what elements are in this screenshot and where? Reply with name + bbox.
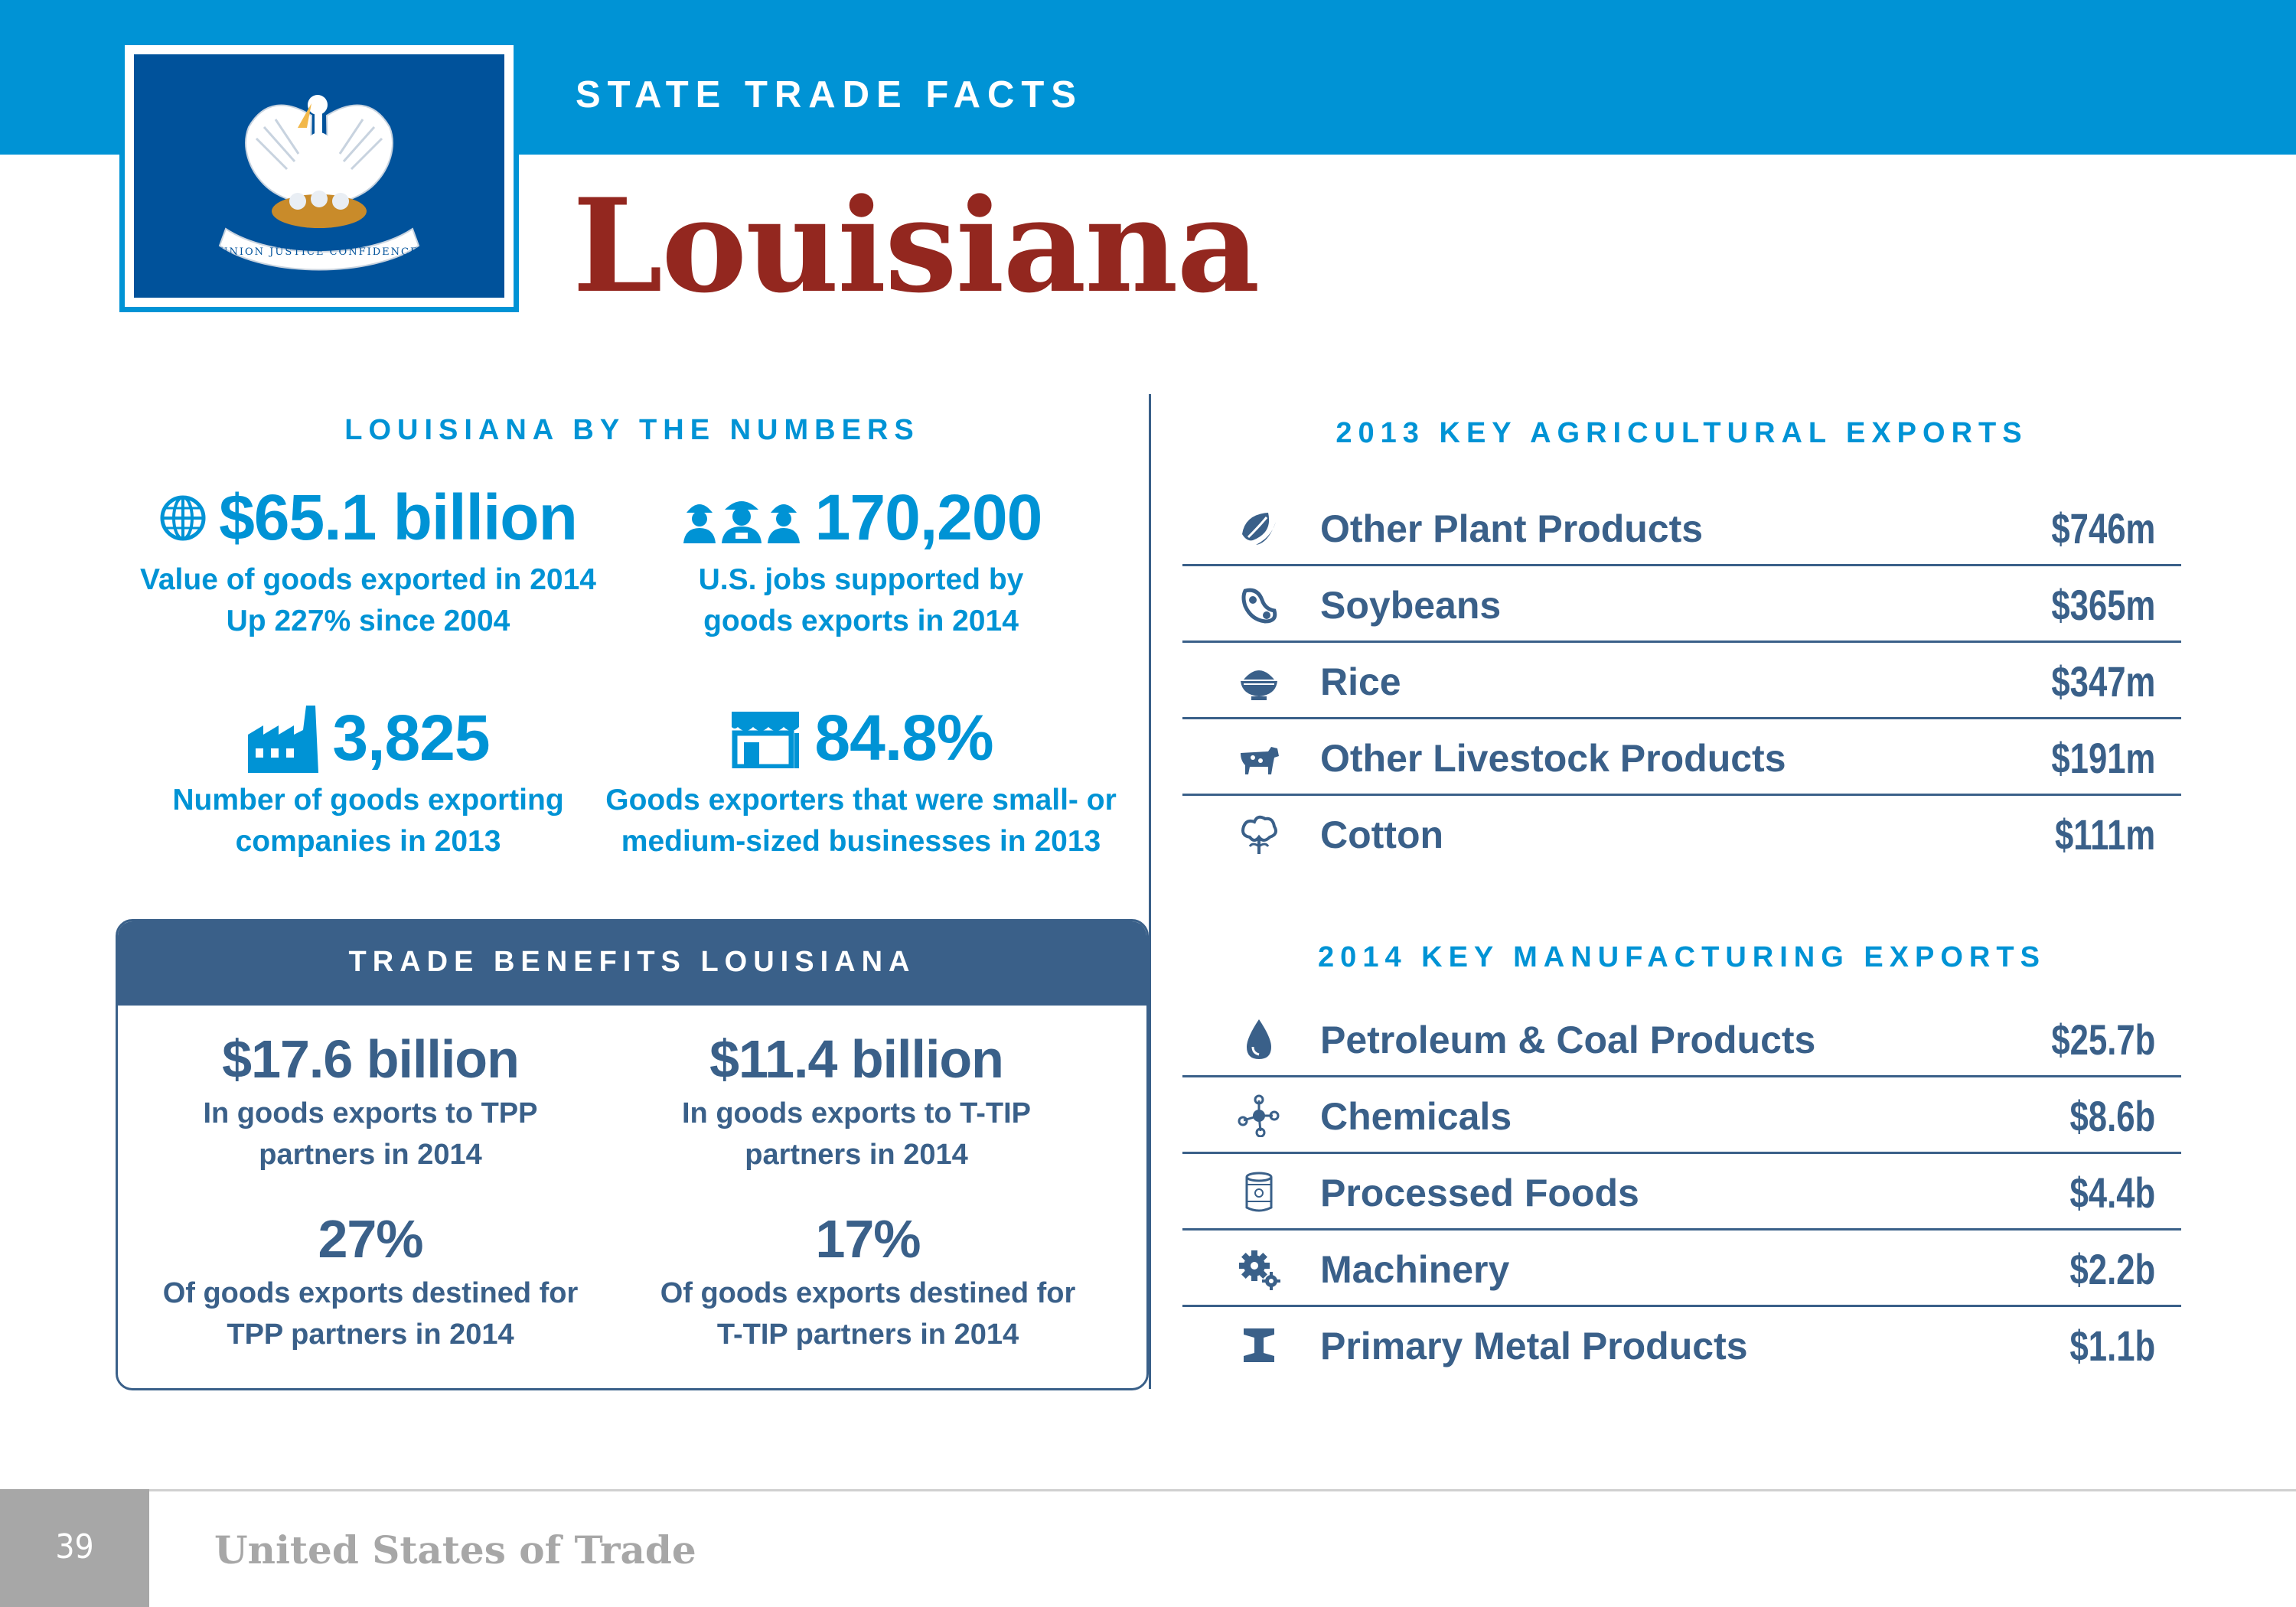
gears-icon xyxy=(1238,1247,1280,1290)
flag-motto: UNION JUSTICE CONFIDENCE xyxy=(220,246,419,258)
row-label: Other Plant Products xyxy=(1320,507,1704,550)
table-row: Processed Foods $4.4b xyxy=(1182,1154,2181,1231)
can-icon xyxy=(1238,1171,1280,1214)
stat-caption: Value of goods exported in 2014 xyxy=(140,563,596,596)
globe-icon xyxy=(159,494,207,542)
agricultural-exports-table: Other Plant Products $746m Soybeans $365… xyxy=(1182,490,2181,872)
table-row: Other Livestock Products $191m xyxy=(1182,719,2181,796)
row-label: Processed Foods xyxy=(1320,1172,1639,1214)
workers-icon xyxy=(680,493,803,543)
cow-icon xyxy=(1238,736,1280,779)
table-row: Chemicals $8.6b xyxy=(1182,1077,2181,1154)
row-value: $365m xyxy=(2050,581,2155,629)
stat-caption: partners in 2014 xyxy=(259,1139,482,1171)
stat-value: 27% xyxy=(318,1209,423,1269)
row-label: Rice xyxy=(1320,660,1401,703)
stat-value: 3,825 xyxy=(332,702,490,774)
stat-caption: Up 227% since 2004 xyxy=(226,605,510,637)
table-row: Rice $347m xyxy=(1182,643,2181,719)
row-label: Petroleum & Coal Products xyxy=(1320,1019,1816,1061)
by-the-numbers-title: LOUISIANA BY THE NUMBERS xyxy=(344,414,920,446)
stat-caption: In goods exports to T-TIP xyxy=(682,1097,1031,1129)
row-value: $25.7b xyxy=(2051,1015,2155,1064)
row-label: Soybeans xyxy=(1320,584,1502,627)
row-value: $111m xyxy=(2054,810,2155,859)
cotton-icon xyxy=(1238,813,1280,856)
storefront-icon xyxy=(729,709,802,768)
stat-value: 17% xyxy=(815,1209,921,1269)
footer-title: United States of Trade xyxy=(214,1527,696,1573)
i-beam-icon xyxy=(1238,1324,1280,1367)
state-flag: UNION JUSTICE CONFIDENCE xyxy=(119,40,519,312)
stat-caption: companies in 2013 xyxy=(235,825,501,858)
manufacturing-exports-title: 2014 KEY MANUFACTURING EXPORTS xyxy=(1318,941,2046,973)
stat-value: 170,200 xyxy=(814,481,1043,553)
table-row: Primary Metal Products $1.1b xyxy=(1182,1307,2181,1384)
footer-divider xyxy=(0,1489,2296,1491)
stat-caption: T-TIP partners in 2014 xyxy=(716,1319,1019,1351)
stat-caption: partners in 2014 xyxy=(745,1139,968,1171)
oil-drop-icon xyxy=(1238,1018,1280,1061)
page-number-box: 39 xyxy=(0,1489,149,1607)
table-row: Other Plant Products $746m xyxy=(1182,490,2181,566)
flag-field: UNION JUSTICE CONFIDENCE xyxy=(134,54,504,298)
stat-caption: Of goods exports destined for xyxy=(162,1277,579,1309)
row-value: $2.2b xyxy=(2069,1245,2155,1293)
rice-bowl-icon xyxy=(1238,660,1280,702)
page-number: 39 xyxy=(55,1527,94,1566)
stat-caption: TPP partners in 2014 xyxy=(227,1319,514,1351)
stat-value: $65.1 billion xyxy=(219,481,578,553)
leaf-icon xyxy=(1238,507,1280,549)
trade-benefits-box: TRADE BENEFITS LOUISIANA $17.6 billion I… xyxy=(116,919,1149,1390)
tpp-share-stat: 27% Of goods exports destined for TPP pa… xyxy=(126,1208,615,1355)
row-value: $347m xyxy=(2050,657,2155,706)
agricultural-exports-title: 2013 KEY AGRICULTURAL EXPORTS xyxy=(1336,417,2028,449)
header-kicker: STATE TRADE FACTS xyxy=(576,74,1083,116)
trade-benefits-header: TRADE BENEFITS LOUISIANA xyxy=(118,921,1146,1006)
stat-jobs: 170,200 U.S. jobs supported by goods exp… xyxy=(612,481,1110,642)
molecule-icon xyxy=(1238,1094,1280,1137)
table-row: Soybeans $365m xyxy=(1182,566,2181,643)
row-label: Primary Metal Products xyxy=(1320,1325,1748,1367)
table-row: Petroleum & Coal Products $25.7b xyxy=(1182,1001,2181,1077)
pelican-seal-icon: UNION JUSTICE CONFIDENCE xyxy=(218,95,420,271)
row-label: Cotton xyxy=(1320,813,1444,856)
stat-companies: 3,825 Number of goods exporting companie… xyxy=(116,701,621,862)
column-divider xyxy=(1149,394,1151,1389)
tpp-exports-stat: $17.6 billion In goods exports to TPP pa… xyxy=(126,1028,615,1175)
row-value: $746m xyxy=(2050,504,2155,553)
row-value: $4.4b xyxy=(2069,1169,2155,1217)
stat-value: $11.4 billion xyxy=(709,1029,1004,1089)
stat-value: 84.8% xyxy=(814,702,993,774)
table-row: Machinery $2.2b xyxy=(1182,1231,2181,1307)
stat-small-business: 84.8% Goods exporters that were small- o… xyxy=(597,701,1125,862)
row-value: $191m xyxy=(2050,734,2155,782)
page-title: Louisiana xyxy=(572,170,1260,321)
stat-caption: Goods exporters that were small- or xyxy=(605,784,1117,817)
stat-caption: U.S. jobs supported by xyxy=(698,563,1024,596)
ttip-share-stat: 17% Of goods exports destined for T-TIP … xyxy=(623,1208,1113,1355)
row-value: $8.6b xyxy=(2069,1092,2155,1140)
stat-value: $17.6 billion xyxy=(222,1029,520,1089)
row-label: Other Livestock Products xyxy=(1320,737,1786,780)
factory-icon xyxy=(246,704,320,773)
manufacturing-exports-table: Petroleum & Coal Products $25.7b Chemica… xyxy=(1182,1001,2181,1384)
ttip-exports-stat: $11.4 billion In goods exports to T-TIP … xyxy=(612,1028,1101,1175)
stat-caption: Of goods exports destined for xyxy=(660,1277,1076,1309)
stat-caption: In goods exports to TPP xyxy=(203,1097,538,1129)
trade-benefits-title: TRADE BENEFITS LOUISIANA xyxy=(348,946,916,978)
row-label: Chemicals xyxy=(1320,1095,1512,1138)
row-value: $1.1b xyxy=(2069,1322,2155,1370)
table-row: Cotton $111m xyxy=(1182,796,2181,872)
soybean-icon xyxy=(1238,583,1280,626)
stat-caption: Number of goods exporting xyxy=(172,784,564,817)
stat-export-value: $65.1 billion Value of goods exported in… xyxy=(116,481,621,642)
row-label: Machinery xyxy=(1320,1248,1510,1291)
stat-caption: medium-sized businesses in 2013 xyxy=(621,825,1101,858)
stat-caption: goods exports in 2014 xyxy=(703,605,1019,637)
